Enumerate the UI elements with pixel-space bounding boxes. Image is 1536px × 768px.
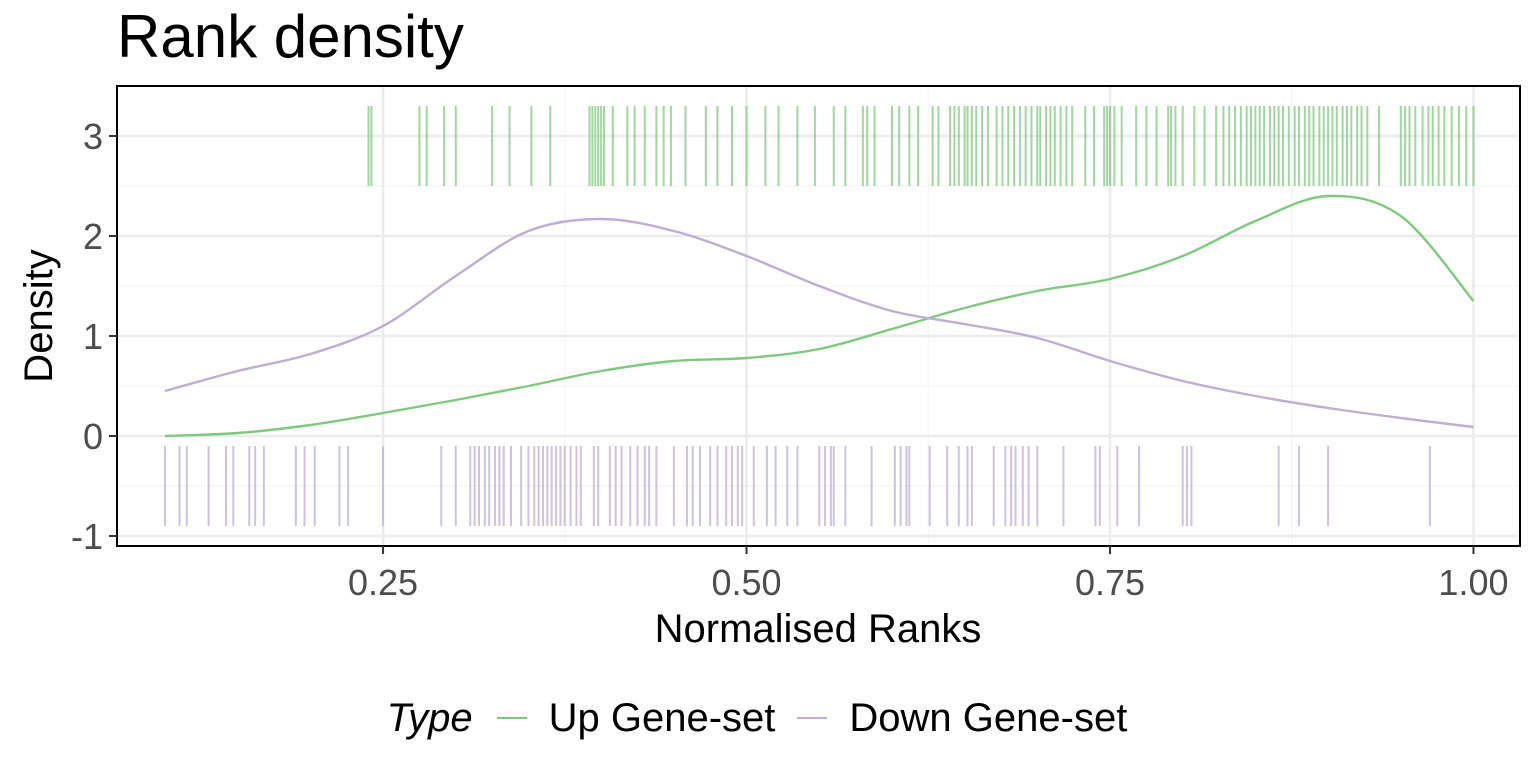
x-tick-label: 0.75	[1075, 562, 1145, 603]
x-tick-label: 1.00	[1438, 562, 1508, 603]
y-tick-label: -1	[71, 516, 103, 557]
legend-item-down: Down Gene-set	[797, 696, 1127, 741]
x-tick-label: 0.50	[711, 562, 781, 603]
density-line-down	[164, 217, 1474, 429]
legend-item-up: Up Gene-set	[496, 695, 776, 741]
legend-key-down	[797, 717, 828, 719]
legend-title: Type	[386, 695, 473, 740]
y-tick-label: 0	[83, 416, 103, 457]
y-tick-label: 2	[83, 216, 103, 257]
axis-ticks: 0.25 0.50 0.75 1.00 -1 0 1 2 3	[71, 116, 1509, 603]
chart-title: Rank density	[117, 3, 464, 70]
legend: Type Up Gene-set Down Gene-set	[0, 690, 1536, 746]
legend-label-down: Down Gene-set	[849, 695, 1128, 740]
legend-label-up: Up Gene-set	[548, 695, 776, 740]
density-line-up	[164, 194, 1475, 438]
y-tick-label: 3	[83, 116, 103, 157]
x-axis-label: Normalised Ranks	[655, 607, 982, 651]
rug-marks	[163, 106, 1475, 526]
legend-key-up	[496, 717, 527, 719]
density-lines	[164, 194, 1475, 438]
x-tick-label: 0.25	[348, 562, 418, 603]
y-tick-label: 1	[83, 316, 103, 357]
panel-border	[116, 85, 1521, 547]
y-axis-label: Density	[17, 249, 61, 382]
